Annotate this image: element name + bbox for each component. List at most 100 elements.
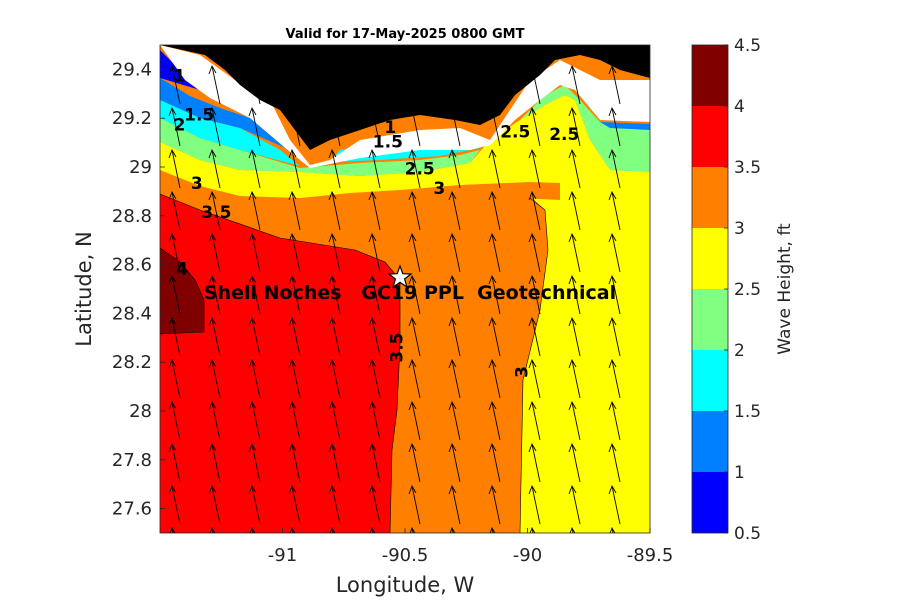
arrow-head [568, 358, 577, 369]
arrow-head [528, 64, 537, 75]
arrow-shaft [371, 275, 381, 315]
arrow-head [488, 190, 497, 201]
arrow-shaft [211, 65, 221, 105]
arrow-head [328, 64, 337, 75]
arrow-head [488, 106, 497, 117]
x-tick-label: -91 [268, 545, 297, 566]
arrow-shaft [331, 191, 341, 231]
arrow-head [408, 400, 417, 411]
arrow-head [408, 190, 417, 201]
arrow-head [528, 106, 537, 117]
arrow-shaft [371, 65, 381, 105]
arrow-head [568, 148, 577, 159]
arrow-head [568, 190, 577, 201]
arrow-shaft [571, 149, 581, 189]
contour-label: 3 [191, 174, 203, 194]
arrow-shaft [611, 149, 621, 189]
arrow-head [448, 400, 457, 411]
arrow-shaft [491, 485, 501, 525]
arrow-shaft [571, 107, 581, 147]
band-2.5-3 [520, 196, 650, 533]
arrow-shaft [371, 191, 381, 231]
arrow-shaft [531, 191, 541, 231]
arrow-head [248, 442, 257, 453]
arrow-shaft [211, 191, 221, 231]
arrow-shaft [371, 527, 374, 533]
arrow-shaft [411, 65, 421, 105]
colorbar-label: Wave Height, ft [775, 223, 795, 355]
arrow-head [528, 148, 537, 159]
arrow-shaft [531, 275, 541, 315]
arrow-head [248, 400, 257, 411]
colorbar-tick-label: 0.5 [734, 524, 761, 544]
contour-line-3 [519, 197, 549, 533]
arrow-head [488, 484, 497, 495]
band-2-2.5 [160, 118, 480, 176]
arrow-shaft [491, 107, 501, 147]
land-black [160, 45, 650, 150]
arrow-shaft [451, 443, 461, 483]
arrow-head [288, 484, 297, 495]
arrow-shaft [531, 149, 541, 189]
arrow-shaft [411, 233, 421, 273]
arrow-head [368, 484, 377, 495]
arrow-shaft [531, 107, 541, 147]
arrow-head [368, 106, 377, 117]
arrow-shaft [371, 401, 381, 441]
arrow-shaft [611, 443, 621, 483]
y-tick-label: 28.4 [112, 303, 152, 324]
arrow-head [448, 106, 457, 117]
arrow-shaft [411, 401, 421, 441]
arrow-shaft [291, 275, 301, 315]
arrow-head [488, 274, 497, 285]
arrow-shaft [451, 485, 461, 525]
arrow-head [328, 148, 337, 159]
arrow-shaft [451, 401, 461, 441]
arrow-shaft [331, 317, 341, 357]
arrow-head [328, 190, 337, 201]
arrow-shaft [571, 191, 581, 231]
arrow-head [608, 148, 617, 159]
arrow-head [328, 232, 337, 243]
y-tick-label: 27.6 [112, 499, 152, 520]
arrow-shaft [171, 443, 181, 483]
arrow-head [528, 442, 537, 453]
x-axis-label: Longitude, W [336, 573, 475, 597]
arrow-head [568, 106, 577, 117]
arrow-shaft [291, 65, 301, 105]
arrow-head [168, 358, 177, 369]
contour-lines [160, 193, 549, 533]
arrow-shaft [251, 527, 254, 533]
colorbar-swatch [692, 289, 728, 350]
arrow-shaft [531, 233, 541, 273]
arrow-head [488, 232, 497, 243]
arrow-shaft [331, 401, 341, 441]
arrow-head [568, 484, 577, 495]
arrow-head [208, 442, 217, 453]
colorbar-swatch [692, 228, 728, 289]
arrow-shaft [611, 275, 621, 315]
arrow-shaft [411, 443, 421, 483]
arrow-shaft [291, 317, 301, 357]
band-1.5-2 [160, 100, 300, 166]
arrow-head [288, 232, 297, 243]
contour-label: 3.5 [201, 203, 231, 223]
contour-label: 3 [513, 366, 533, 378]
arrow-shaft [411, 275, 421, 315]
arrow-head [488, 316, 497, 327]
arrow-head [408, 484, 417, 495]
contour-label: 1.5 [184, 106, 214, 126]
arrow-shaft [531, 359, 541, 399]
arrow-shaft [491, 191, 501, 231]
arrow-shaft [531, 485, 541, 525]
arrow-shaft [491, 275, 501, 315]
arrow-shaft [251, 359, 261, 399]
arrow-shaft [171, 317, 181, 357]
arrow-shaft [331, 443, 341, 483]
arrow-head [288, 106, 297, 117]
arrow-shaft [491, 233, 501, 273]
arrow-shaft [331, 107, 341, 147]
arrow-head [488, 148, 497, 159]
arrow-shaft [251, 149, 261, 189]
arrow-shaft [451, 149, 461, 189]
